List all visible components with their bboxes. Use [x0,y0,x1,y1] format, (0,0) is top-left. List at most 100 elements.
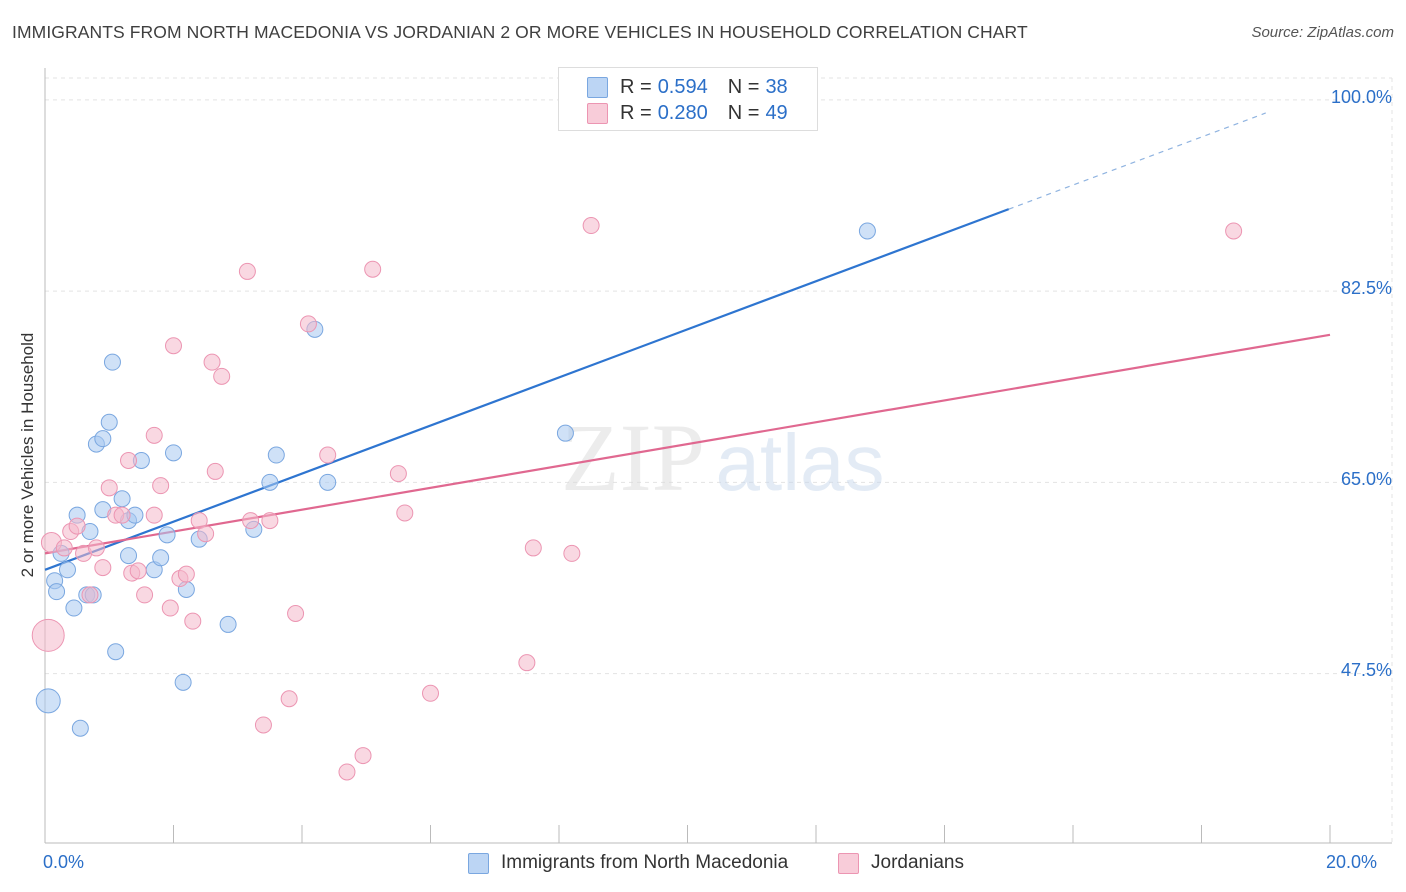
data-point-jordanians [261,512,279,530]
trend-line-1 [44,333,1331,555]
watermark-atlas: atlas [716,418,885,507]
data-point-macedonia [71,719,89,737]
data-point-jordanians [165,337,182,355]
chart-title: IMMIGRANTS FROM NORTH MACEDONIA VS JORDA… [12,22,1028,42]
data-point-macedonia [48,583,66,601]
data-point-jordanians [242,512,260,530]
data-point-jordanians [524,539,542,557]
legend-swatch-macedonia [587,76,608,98]
bottom-legend-swatch-jordanians [838,852,859,874]
bottom-legend-jordanians: Jordanians [838,852,964,874]
data-point-jordanians [287,605,305,622]
data-point-jordanians [1225,222,1243,240]
legend-n-value: 49 [765,101,788,124]
legend-r-value: 0.280 [657,101,708,124]
data-point-macedonia [158,526,176,544]
data-point-jordanians [68,517,86,535]
data-points [31,217,1243,781]
data-point-macedonia [113,490,131,508]
data-point-jordanians [364,260,382,278]
data-point-jordanians [354,747,372,765]
data-point-jordanians [100,479,118,497]
data-point-macedonia [94,430,112,448]
data-point-jordanians [177,565,195,583]
data-point-jordanians [152,477,170,495]
data-point-jordanians [120,452,138,469]
data-point-jordanians [213,367,231,385]
bottom-legend-swatch-macedonia [468,852,489,874]
data-point-macedonia [267,446,285,464]
data-point-macedonia [319,473,337,491]
axes [44,68,1392,844]
data-point-jordanians [338,763,356,781]
data-point-macedonia [35,688,61,714]
legend-n-label: N = [727,101,760,124]
bottom-legend-macedonia: Immigrants from North Macedonia [468,852,788,874]
data-point-macedonia [103,353,121,371]
data-point-jordanians [206,462,224,480]
data-point-macedonia [65,599,83,617]
data-point-macedonia [174,673,192,691]
legend-swatch-jordanians [587,102,608,124]
data-point-jordanians [161,599,179,617]
watermark: ZIP atlas [561,404,884,511]
data-point-macedonia [107,643,125,661]
data-point-jordanians [145,426,163,444]
data-point-jordanians [563,544,581,562]
trend-line-extension-0 [1008,112,1266,210]
data-point-jordanians [396,504,414,522]
data-point-jordanians [319,446,337,464]
data-point-jordanians [136,586,154,604]
legend-row-macedonia: R = 0.594 N = 38 [587,74,788,100]
data-point-jordanians [422,684,439,702]
x-tick-label-min: 0.0% [43,852,85,872]
data-point-jordanians [31,618,65,652]
data-point-jordanians [203,353,221,371]
data-point-macedonia [58,561,76,579]
legend-n-value: 38 [765,75,788,98]
y-axis-label: 2 or more Vehicles in Household [18,332,37,578]
bottom-legend-label-jordanians: Jordanians [871,852,964,873]
legend-n-label: N = [727,75,760,98]
legend-r-value: 0.594 [657,75,708,98]
data-point-jordanians [197,525,215,543]
data-point-macedonia [219,615,237,633]
data-point-macedonia [556,424,574,442]
data-point-jordanians [129,562,147,580]
data-point-jordanians [55,539,73,557]
data-point-macedonia [858,222,876,240]
y-tick-label-65: 65.0% [1340,469,1392,489]
correlation-legend: R = 0.594 N = 38 R = 0.280 N = 49 [558,67,818,131]
data-point-jordanians [238,262,256,280]
data-point-jordanians [184,612,202,630]
legend-row-jordanians: R = 0.280 N = 49 [587,100,788,126]
watermark-zip: ZIP [561,404,705,511]
data-point-jordanians [280,690,298,708]
y-tick-label-47-5: 47.5% [1340,660,1392,680]
data-point-macedonia [152,549,170,567]
data-point-jordanians [87,539,105,557]
data-point-macedonia [100,413,118,431]
trend-line-0 [44,208,1010,571]
data-point-jordanians [113,506,131,524]
data-point-jordanians [254,716,272,734]
data-point-jordanians [145,506,163,524]
data-point-jordanians [582,217,600,235]
y-tick-label-82-5: 82.5% [1340,278,1392,298]
legend-r-label: R = [620,101,652,124]
data-point-jordanians [518,654,536,672]
data-point-macedonia [165,444,182,462]
data-point-macedonia [261,473,279,491]
y-tick-label-100: 100.0% [1330,87,1392,107]
source-attribution: Source: ZipAtlas.com [1251,24,1394,41]
legend-r-label: R = [620,75,652,98]
trend-lines [44,112,1331,571]
data-point-jordanians [299,315,317,333]
x-tick-label-max: 20.0% [1326,852,1378,872]
data-point-macedonia [120,547,138,565]
bottom-legend-label-macedonia: Immigrants from North Macedonia [501,852,789,873]
data-point-jordanians [81,586,99,604]
data-point-jordanians [389,465,407,483]
data-point-jordanians [94,559,112,577]
